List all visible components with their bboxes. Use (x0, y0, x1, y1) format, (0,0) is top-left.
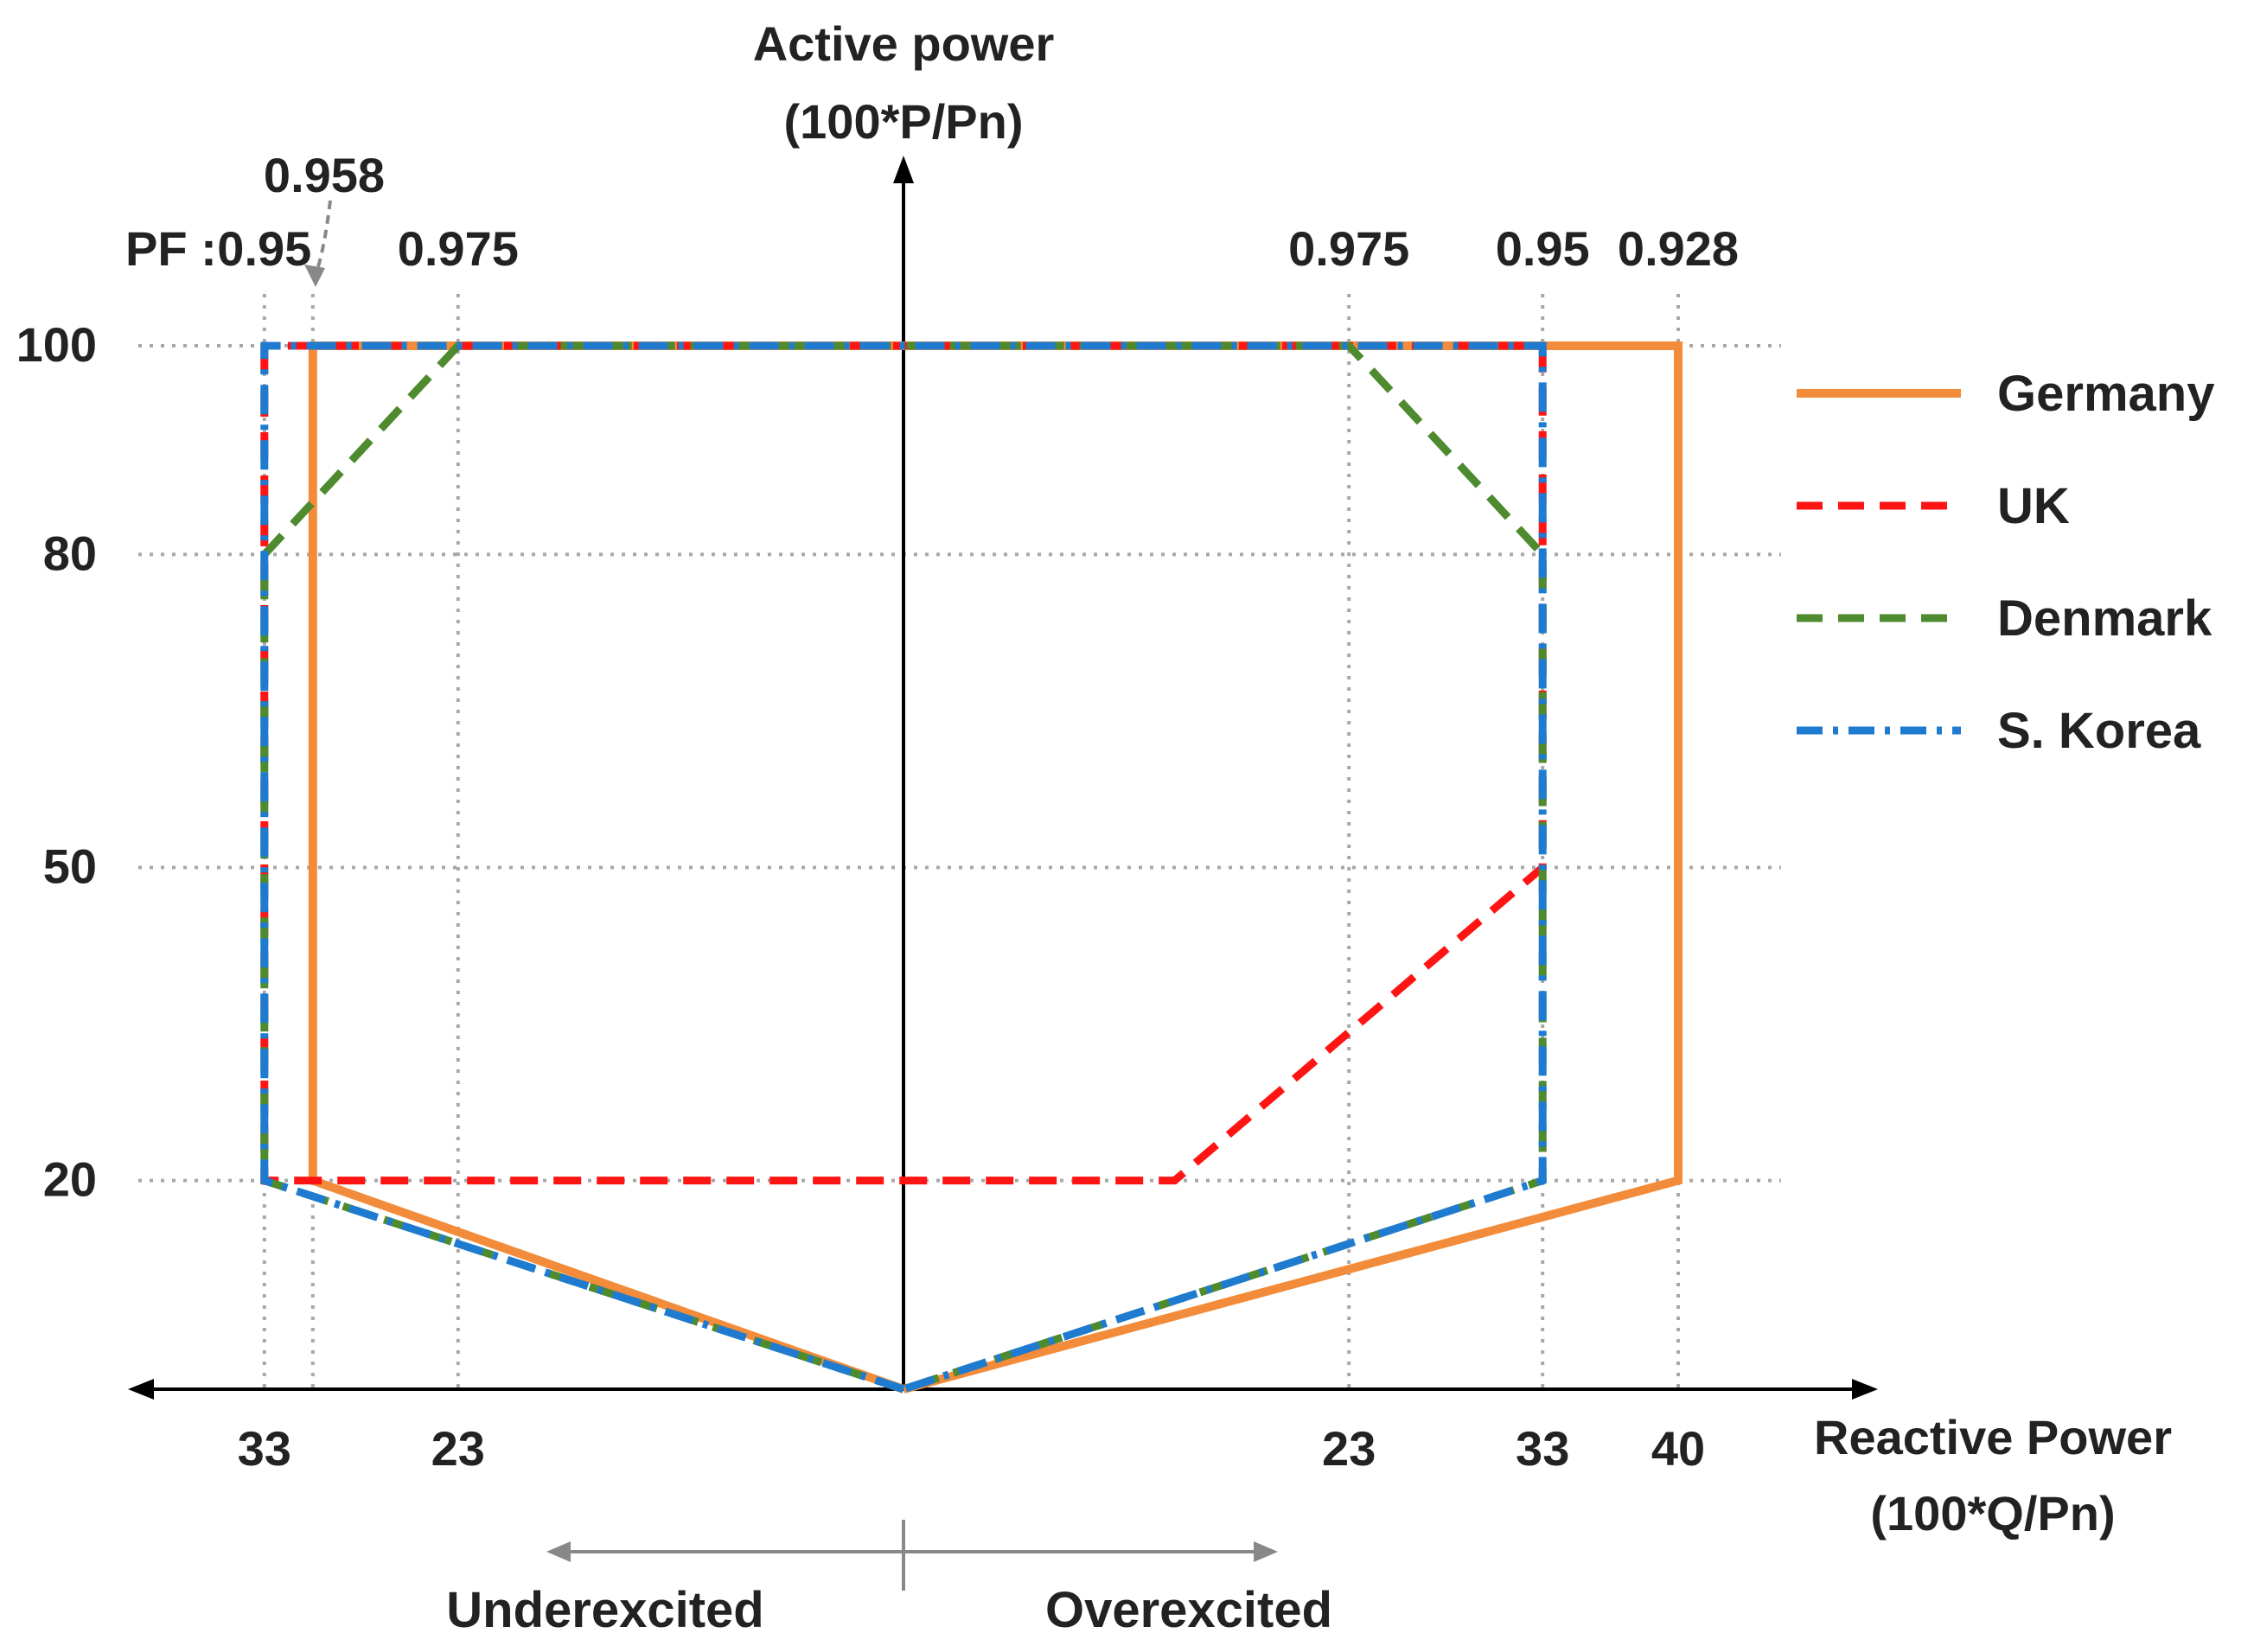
y-tick-label-50: 50 (43, 839, 97, 894)
legend-label: Denmark (1997, 590, 2212, 647)
overexcited-arrowhead (1254, 1541, 1278, 1562)
pf-annotation-arrow (314, 200, 332, 276)
pf-label-prefix: PF : (125, 221, 217, 276)
x-tick-label: 40 (1651, 1421, 1705, 1476)
legend-label: UK (1997, 478, 2070, 534)
y-axis-arrowhead (893, 156, 914, 183)
pf-annotation-arrowhead (304, 265, 325, 287)
legend: Germany UK Denmark S. Korea (1797, 366, 2214, 759)
series-group (260, 341, 1683, 1394)
x-tick-label: 23 (431, 1421, 485, 1476)
pf-label: 0.975 (1288, 221, 1409, 276)
y-tick-labels: 100 80 50 20 (16, 317, 97, 1207)
pf-annotation-label: 0.958 (264, 148, 385, 202)
x-tick-label: 23 (1322, 1421, 1376, 1476)
underexcited-label: Underexcited (446, 1582, 763, 1638)
legend-label: S. Korea (1997, 703, 2201, 759)
x-axis-right-arrowhead (1852, 1379, 1878, 1400)
y-tick-label-20: 20 (43, 1152, 97, 1207)
y-axis-title-line2: (100*P/Pn) (784, 94, 1024, 149)
overexcited-label: Overexcited (1045, 1582, 1332, 1638)
x-axis-title-line2: (100*Q/Pn) (1870, 1486, 2115, 1540)
y-tick-label-100: 100 (16, 317, 97, 372)
pf-label: 0.928 (1618, 221, 1739, 276)
x-tick-labels: 33 23 23 33 40 (238, 1421, 1705, 1476)
pf-label: 0.95 (217, 221, 311, 276)
grid-lines (138, 294, 1781, 1389)
x-tick-label: 33 (238, 1421, 291, 1476)
y-tick-label-80: 80 (43, 526, 97, 580)
x-tick-label: 33 (1516, 1421, 1569, 1476)
underexcited-arrowhead (546, 1541, 571, 1562)
series-line-s-korea (260, 341, 1547, 1394)
legend-label: Germany (1997, 366, 2214, 422)
power-factor-labels: PF :0.95 0.975 0.975 0.95 0.928 (125, 221, 1739, 276)
pf-label: 0.95 (1496, 221, 1590, 276)
x-axis-title-line1: Reactive Power (1814, 1410, 2172, 1464)
y-axis-title-line1: Active power (753, 16, 1055, 71)
pf-label: 0.975 (398, 221, 519, 276)
x-axis-left-arrowhead (128, 1379, 154, 1400)
